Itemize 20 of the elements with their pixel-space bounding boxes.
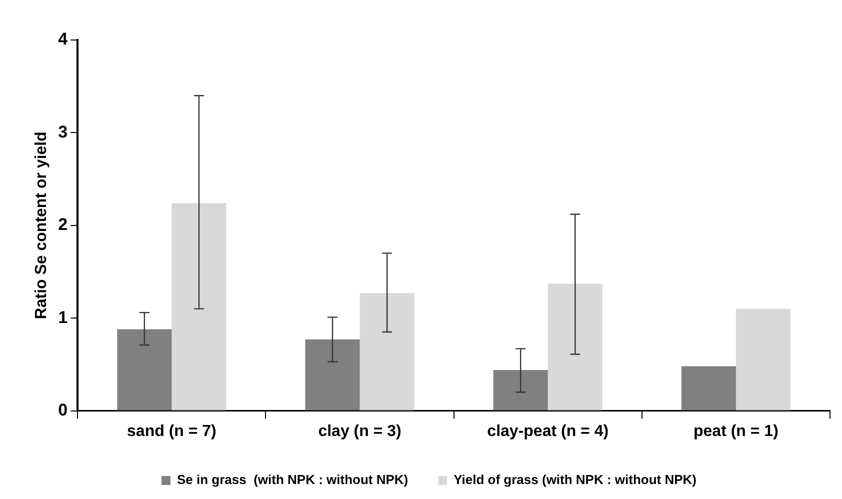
y-tick-label: 1 <box>58 308 68 327</box>
y-tick-label: 2 <box>58 215 68 234</box>
legend-label: Yield of grass (with NPK : without NPK) <box>454 472 697 488</box>
bar <box>117 329 172 410</box>
bar <box>493 370 548 410</box>
legend-label: Se in grass (with NPK : without NPK) <box>176 472 408 488</box>
bar <box>736 308 790 410</box>
y-tick-label: 3 <box>58 122 68 142</box>
x-tick-label: peat (n = 1) <box>694 422 778 440</box>
bar <box>548 284 602 410</box>
bar <box>360 293 414 410</box>
y-axis-title: Ratio Se content or yield <box>33 132 50 320</box>
y-tick-label: 0 <box>58 400 68 420</box>
y-tick-label: 4 <box>58 30 68 49</box>
x-tick-label: clay-peat (n = 4) <box>487 422 609 440</box>
x-tick-label: clay (n = 3) <box>318 422 402 440</box>
x-tick-label: sand (n = 7) <box>127 422 216 440</box>
bar <box>305 339 360 410</box>
bar <box>172 203 226 410</box>
bar <box>681 366 736 410</box>
